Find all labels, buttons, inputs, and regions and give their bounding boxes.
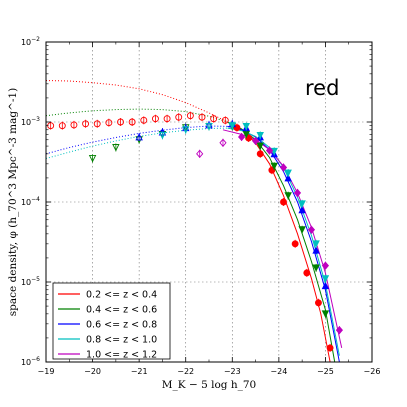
series-3-point [270, 147, 278, 156]
series-3-point [284, 169, 292, 178]
plot-area [46, 80, 343, 362]
y-tick-label: 10−2 [21, 36, 40, 47]
series-3-point [256, 131, 264, 140]
series-0-point [93, 120, 101, 128]
series-0-dotted-curve [46, 80, 228, 123]
series-4-point [335, 325, 343, 335]
series-1-point [321, 310, 330, 318]
series-4-point [196, 149, 204, 159]
x-tick-label: −24 [270, 367, 287, 376]
series-2-point [135, 132, 143, 141]
y-axis-label: space density, φ (h_70^3 Mpc^-3 mag^-1) [7, 88, 19, 316]
legend-box [52, 282, 171, 360]
axis-ticks [45, 41, 373, 363]
series-0-point [221, 116, 229, 124]
series-4-point [307, 225, 316, 234]
series-0-point [280, 198, 287, 206]
series-3-point [205, 122, 213, 131]
series-0-point [256, 150, 264, 158]
series-1-point [112, 144, 120, 152]
x-tick-label: −20 [84, 367, 101, 376]
x-tick-labels: −19 −20 −21 −22 −23 −24 −25 −26 [38, 367, 381, 376]
series-2-point [298, 205, 306, 214]
series-4-point [219, 138, 227, 147]
series-1-point [284, 192, 292, 200]
series-0-point [163, 115, 171, 123]
grid-lines [46, 42, 372, 362]
series-0-point [210, 115, 218, 123]
series-1-point [270, 162, 278, 171]
series-1-point [312, 264, 320, 272]
x-axis-label: M_K − 5 log h_70 [162, 379, 256, 391]
legend-entry: 1.0 <= z < 1.2 [86, 350, 157, 361]
series-4-point [321, 261, 330, 270]
series-0-point [105, 119, 113, 127]
series-0-point [314, 299, 322, 307]
series-2-point [312, 246, 320, 254]
series-0-point [303, 269, 311, 277]
series-0-point [268, 166, 276, 174]
x-tick-label: −23 [224, 367, 241, 376]
series-0-point [175, 113, 183, 121]
series-4-point [279, 163, 288, 172]
series-0-point [291, 240, 299, 248]
series-0-point [140, 116, 148, 124]
legend-entry: 0.4 <= z < 0.6 [86, 305, 157, 316]
series-0-point [151, 115, 159, 123]
series-3-point [242, 122, 250, 131]
y-tick-label: 10−6 [21, 356, 40, 367]
legend-entry: 0.8 <= z < 1.0 [86, 335, 157, 346]
series-0-point [117, 118, 124, 126]
series-4-point [265, 146, 274, 155]
series-3-point [321, 275, 330, 283]
series-0-point [326, 344, 334, 352]
legend-entry: 0.2 <= z < 0.4 [86, 290, 157, 301]
series-1-point [256, 142, 264, 151]
y-tick-label: 10−4 [21, 196, 40, 207]
series-3-point [181, 126, 190, 134]
series-1-point [88, 155, 97, 163]
x-tick-label: −26 [364, 367, 381, 376]
panel-label: red [305, 76, 339, 100]
series-4-point [238, 132, 246, 142]
series-2-point [321, 281, 330, 290]
series-4-point [251, 136, 260, 146]
legend-entry: 0.6 <= z < 0.8 [86, 320, 157, 331]
series-1-point [298, 226, 306, 234]
x-tick-label: −25 [317, 367, 334, 376]
y-tick-label: 10−3 [21, 116, 40, 127]
y-tick-label: 10−5 [21, 276, 40, 287]
x-tick-label: −19 [38, 367, 55, 376]
series-0-point [70, 121, 78, 129]
y-tick-labels: 10−6 10−5 10−4 10−3 10−2 [21, 36, 40, 367]
series-0-point [82, 120, 90, 128]
series-3-point [228, 122, 237, 130]
data-points [47, 111, 343, 352]
series-0-point [186, 112, 194, 120]
series-2-point [284, 173, 292, 182]
series-0-point [128, 118, 136, 126]
series-0-point [58, 122, 66, 130]
series-0-point [198, 113, 206, 121]
x-tick-label: −21 [131, 367, 148, 376]
series-3-point [312, 240, 320, 248]
series-4-point [293, 188, 302, 198]
series-3-point [158, 131, 167, 140]
x-tick-label: −22 [177, 367, 194, 376]
series-3-point [298, 200, 306, 208]
legend: 0.2 <= z < 0.4 0.4 <= z < 0.6 0.6 <= z < 0… [52, 282, 171, 361]
series-1-dotted-curve [46, 108, 228, 123]
